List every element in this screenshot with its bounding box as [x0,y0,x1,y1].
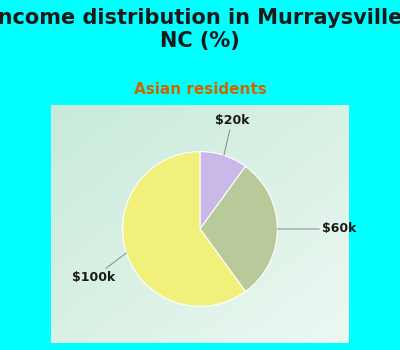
Wedge shape [123,152,246,306]
Text: Income distribution in Murraysville,
NC (%): Income distribution in Murraysville, NC … [0,8,400,51]
Text: Asian residents: Asian residents [134,82,266,97]
Text: $60k: $60k [277,223,356,236]
Text: $100k: $100k [72,253,126,284]
Wedge shape [200,152,246,229]
Wedge shape [200,166,277,292]
Text: $20k: $20k [214,114,249,155]
